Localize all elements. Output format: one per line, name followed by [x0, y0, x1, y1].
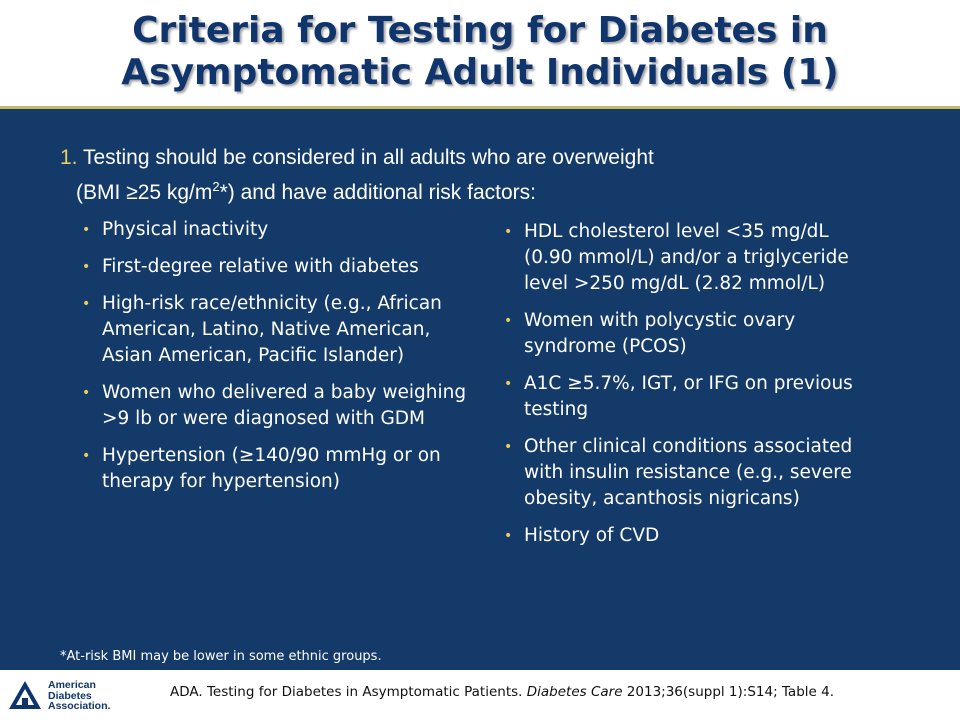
- citation-journal: Diabetes Care: [526, 684, 623, 700]
- list-item-text: Physical inactivity: [102, 219, 269, 240]
- list-item: • HDL cholesterol level <35 mg/dL (0.90 m…: [498, 219, 878, 297]
- list-item-text: HDL cholesterol level <35 mg/dL (0.90 mm…: [524, 221, 849, 294]
- intro-line-1: Testing should be considered in all adul…: [82, 146, 654, 169]
- logo-line: Diabetes: [48, 689, 92, 702]
- bullet-icon: •: [504, 376, 513, 392]
- ada-triangle-logo-icon: [9, 681, 41, 709]
- list-item: • Physical inactivity: [76, 217, 471, 243]
- citation-pre: ADA. Testing for Diabetes in Asymptomati…: [170, 684, 527, 700]
- logo-line: Association.: [48, 700, 111, 712]
- bullet-icon: •: [504, 528, 513, 544]
- list-item: • Other clinical conditions associated wi…: [498, 434, 878, 512]
- list-item: • First-degree relative with diabetes: [76, 254, 471, 280]
- list-item: • Women with polycystic ovary syndrome (P…: [498, 308, 878, 360]
- list-item-text: Women who delivered a baby weighing >9 l…: [102, 382, 467, 429]
- title-line-2: Asymptomatic Adult Individuals (1): [121, 52, 839, 93]
- risk-factor-list-left: • Physical inactivity • First-degree relat…: [76, 217, 471, 506]
- bullet-icon: •: [504, 313, 513, 329]
- citation: ADA. Testing for Diabetes in Asymptomati…: [170, 684, 834, 700]
- intro-superscript: 2: [212, 179, 220, 194]
- list-item: • History of CVD: [498, 523, 878, 549]
- bullet-icon: •: [504, 224, 513, 240]
- intro-line-2-pre: (BMI ≥25 kg/m: [76, 181, 213, 204]
- intro-line-2-post: *) and have additional risk factors:: [219, 181, 536, 204]
- slide-header: Criteria for Testing for Diabetes in Asy…: [0, 0, 960, 106]
- criterion-number: 1.: [60, 146, 78, 169]
- ada-logo-text: American Diabetes Association.: [48, 680, 148, 712]
- intro-criterion: 1. Testing should be considered in all a…: [60, 143, 900, 207]
- bullet-icon: •: [82, 385, 91, 401]
- list-item-text: Other clinical conditions associated wit…: [524, 436, 853, 509]
- slide-footer: American Diabetes Association. ADA. Test…: [0, 670, 960, 720]
- list-item-text: Women with polycystic ovary syndrome (PC…: [524, 310, 796, 357]
- bullet-icon: •: [82, 259, 91, 275]
- bullet-icon: •: [82, 448, 91, 464]
- list-item: • Women who delivered a baby weighing >9 …: [76, 380, 471, 432]
- logo-line: American: [48, 679, 96, 691]
- list-item-text: History of CVD: [524, 525, 660, 546]
- risk-factor-list-right: • HDL cholesterol level <35 mg/dL (0.90 m…: [498, 219, 878, 560]
- list-item-text: Hypertension (≥140/90 mmHg or on therapy…: [102, 445, 441, 492]
- list-item-text: First-degree relative with diabetes: [102, 256, 419, 277]
- bullet-icon: •: [82, 222, 91, 238]
- slide-title: Criteria for Testing for Diabetes in Asy…: [0, 10, 960, 94]
- list-item-text: A1C ≥5.7%, IGT, or IFG on previous testi…: [524, 373, 853, 420]
- title-line-1: Criteria for Testing for Diabetes in: [132, 10, 828, 51]
- citation-post: 2013;36(suppl 1):S14; Table 4.: [622, 684, 835, 700]
- bullet-icon: •: [82, 296, 91, 312]
- bullet-icon: •: [504, 439, 513, 455]
- slide-body: 1. Testing should be considered in all a…: [0, 109, 960, 670]
- list-item-text: High-risk race/ethnicity (e.g., African …: [102, 293, 442, 366]
- list-item: • Hypertension (≥140/90 mmHg or on therap…: [76, 443, 471, 495]
- gold-divider: [0, 106, 960, 109]
- intro-line-2: (BMI ≥25 kg/m2*) and have additional ris…: [60, 172, 900, 207]
- list-item: • A1C ≥5.7%, IGT, or IFG on previous test…: [498, 371, 878, 423]
- list-item: • High-risk race/ethnicity (e.g., African…: [76, 291, 471, 369]
- bmi-footnote: *At-risk BMI may be lower in some ethnic…: [60, 649, 382, 664]
- ada-logo: American Diabetes Association.: [8, 678, 148, 714]
